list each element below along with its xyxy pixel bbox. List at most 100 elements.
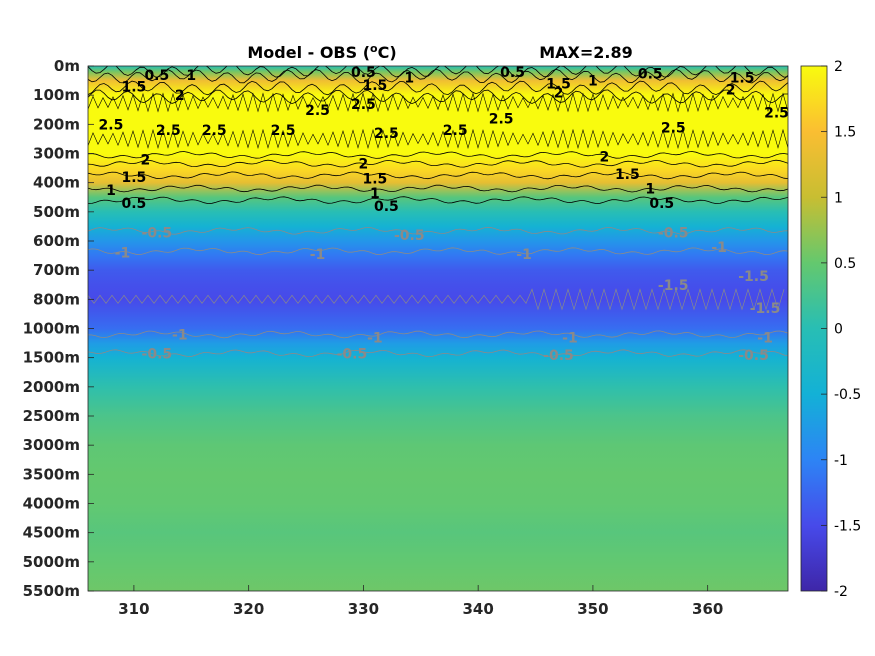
contour-label: 2.5 — [764, 106, 789, 122]
contour-label: 1.5 — [121, 79, 146, 95]
contour-labels: 0.5 11.522.5 2.5 2.5 2.52.5 2.50.51.5 12.5 2.52… — [99, 65, 789, 364]
contour-label: -0.5 — [142, 225, 173, 241]
contour-label: 2.5 — [202, 123, 227, 139]
contour-line-6 — [88, 171, 788, 180]
colorbar-tick-label: -1 — [834, 453, 848, 469]
x-tick-label: 320 — [233, 600, 264, 618]
contour-line-12 — [88, 349, 788, 358]
y-tick-label: 4000m — [23, 495, 80, 513]
chart-title: Model - OBS (oC) — [247, 42, 396, 62]
contour-label: -0.5 — [142, 346, 173, 362]
contour-label: 1 — [370, 186, 380, 202]
contour-line-11 — [88, 330, 788, 339]
field-background — [88, 66, 788, 591]
contour-label: -0.5 — [394, 228, 425, 244]
contour-line-10 — [88, 247, 788, 256]
contour-line-0 — [88, 66, 788, 78]
contour-label: -1 — [562, 330, 578, 346]
contour-label: -0.5 — [658, 225, 689, 241]
contour-label: 1.5 — [615, 167, 640, 183]
contour-line-7 — [88, 184, 788, 193]
x-tick-label: 340 — [463, 600, 494, 618]
y-tick-label: 4500m — [23, 524, 80, 542]
y-tick-label: 700m — [33, 261, 80, 279]
x-tick-label: 310 — [118, 600, 149, 618]
contour-label: 0.5 — [374, 199, 399, 215]
x-tick-label: 330 — [348, 600, 379, 618]
contour-line-9 — [88, 226, 788, 235]
contour-label: -1 — [310, 247, 326, 263]
y-tick-label: 5500m — [23, 582, 80, 600]
y-tick-label: 1500m — [23, 349, 80, 367]
y-tick-label: 600m — [33, 232, 80, 250]
contour-label: 2 — [600, 149, 610, 165]
contour-label: -1 — [711, 240, 727, 256]
contour-label: 2.5 — [661, 120, 686, 136]
contour-label: 2.5 — [489, 112, 514, 128]
colorbar-tick-label: 1.5 — [834, 125, 856, 141]
contour-line-8 — [88, 196, 788, 205]
colorbar-tick-label: -2 — [834, 584, 848, 600]
contour-line-2 — [88, 80, 788, 96]
contour-label: 2.5 — [351, 97, 376, 113]
contour-label: 1 — [404, 71, 414, 87]
colorbar: 2 1.5 1 0.5 0 -0.5 -1 -1.5 -2 — [800, 59, 861, 600]
colorbar-tick-label: -0.5 — [834, 387, 861, 403]
contour-label: 0.5 — [638, 66, 663, 82]
y-tick-label: 2000m — [23, 378, 80, 396]
contour-line-5 — [88, 159, 788, 168]
contour-label: -1 — [757, 330, 773, 346]
contour-jagged-minus — [88, 288, 785, 311]
contour-label: 2 — [141, 152, 151, 168]
contour-label: 1 — [106, 183, 116, 199]
y-tick-label: 1000m — [23, 320, 80, 338]
contour-label: -1.5 — [738, 269, 769, 285]
contour-line-1 — [88, 68, 788, 84]
colorbar-tick-label: 1 — [834, 190, 843, 206]
contour-label: 1.5 — [362, 78, 387, 94]
y-tick-label: 0m — [54, 57, 80, 75]
max-annotation: MAX=2.89 — [539, 43, 633, 62]
chart-title-main: Model - OBS ( — [247, 43, 370, 62]
y-tick-label: 3000m — [23, 436, 80, 454]
contour-label: -0.5 — [337, 346, 368, 362]
colorbar-tick-label: 2 — [834, 59, 843, 75]
contour-label: 0.5 — [649, 196, 674, 212]
y-tick-label: 400m — [33, 174, 80, 192]
contour-label: 2.5 — [99, 117, 124, 133]
contour-label: 2.5 — [271, 123, 296, 139]
contour-label: 1.5 — [362, 171, 387, 187]
contour-lines — [88, 66, 788, 358]
y-tick-label: 500m — [33, 203, 80, 221]
contour-label: -1 — [367, 330, 383, 346]
y-tick-label: 800m — [33, 290, 80, 308]
plot-area: 0.5 11.522.5 2.5 2.5 2.52.5 2.50.51.5 12.5 2.52… — [88, 65, 789, 591]
contour-label: -1.5 — [658, 278, 689, 294]
contour-label: 2.5 — [305, 103, 330, 119]
contour-label: -0.5 — [543, 348, 574, 364]
contour-label: 1 — [186, 68, 196, 84]
contour-label: 2 — [726, 82, 736, 98]
contour-label: 1 — [645, 182, 655, 198]
contour-jagged-lower — [88, 128, 788, 150]
contour-label: 0.5 — [144, 68, 169, 84]
contour-label: 2.5 — [443, 123, 468, 139]
contour-label: 1.5 — [730, 71, 755, 87]
contour-label: 0.5 — [500, 65, 525, 81]
colorbar-tick-label: 0.5 — [834, 256, 856, 272]
colorbar-ticks: 2 1.5 1 0.5 0 -0.5 -1 -1.5 -2 — [821, 59, 861, 600]
colorbar-tick-label: -1.5 — [834, 518, 861, 534]
y-axis: 0m 100m 200m 300m 400m 500m 600m 700m 800m 1000m 1… — [23, 57, 94, 600]
contour-label: -0.5 — [738, 348, 769, 364]
x-axis: 310 320 330 340 350 360 — [118, 585, 723, 618]
y-tick-label: 5000m — [23, 553, 80, 571]
contour-label: 0.5 — [351, 65, 376, 81]
contour-label: 1.5 — [546, 77, 571, 93]
contour-label: 1.5 — [121, 170, 146, 186]
y-tick-label: 200m — [33, 115, 80, 133]
contour-label: 2.5 — [374, 126, 399, 142]
x-tick-label: 360 — [692, 600, 723, 618]
contour-line-4 — [88, 151, 788, 159]
contour-label: -1.5 — [750, 301, 781, 317]
